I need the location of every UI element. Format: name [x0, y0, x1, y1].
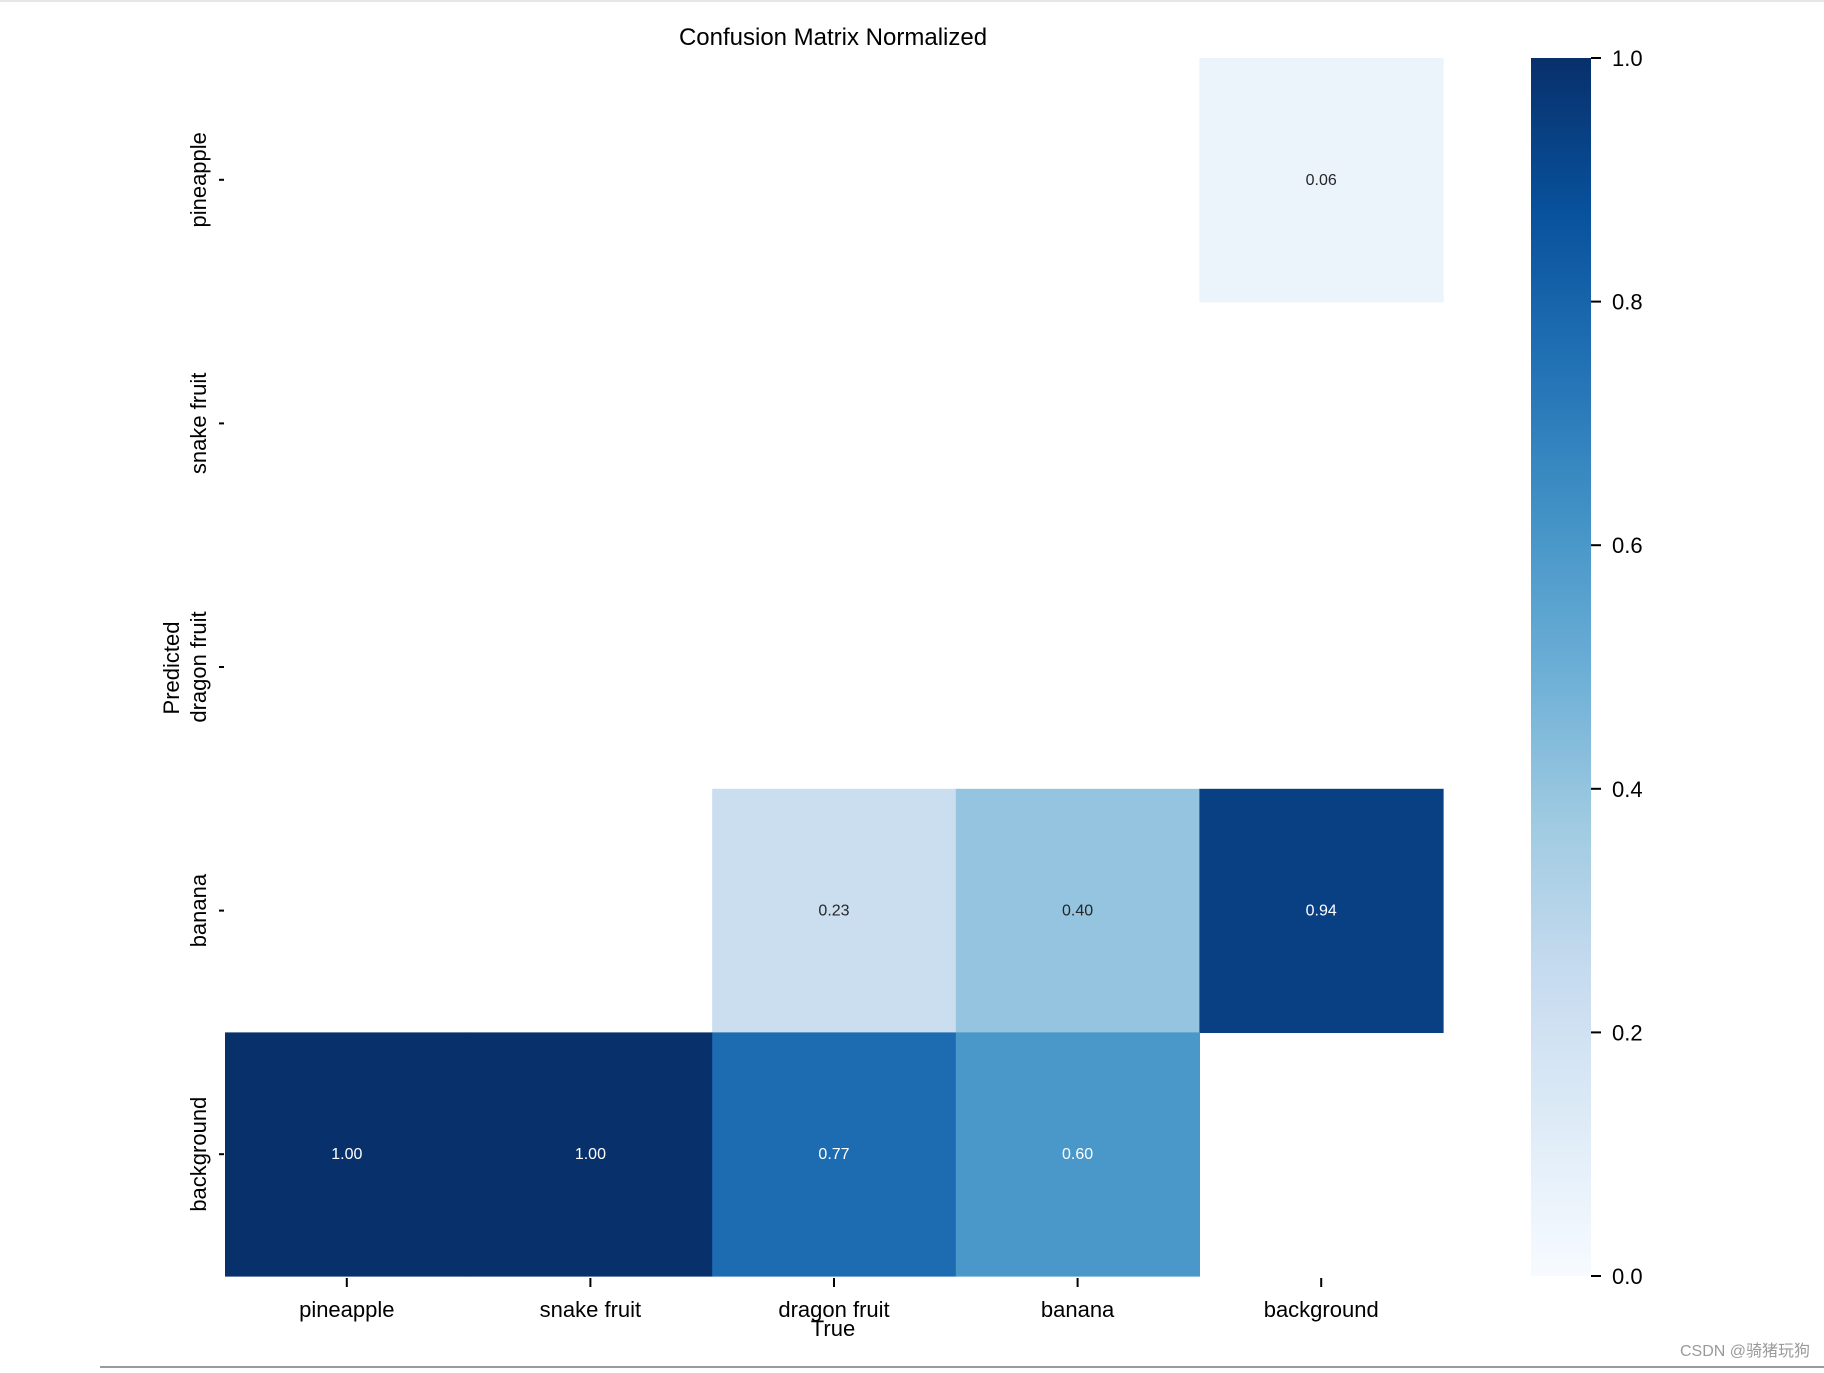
cell-value-label: 0.06 [1306, 172, 1337, 189]
y-tick-label: background [186, 1097, 211, 1212]
x-axis-label: True [811, 1316, 855, 1341]
cell-value-label: 0.23 [818, 903, 849, 920]
y-tick-label: snake fruit [186, 373, 211, 475]
cell-value-label: 0.94 [1306, 903, 1337, 920]
y-tick-label: dragon fruit [186, 611, 211, 722]
cell-value-label: 0.77 [818, 1146, 849, 1163]
colorbar-tick-label: 0.0 [1612, 1264, 1643, 1289]
heatmap-cell [468, 1032, 713, 1277]
y-axis-ticks: pineapple snake fruit dragon fruit banana ba… [186, 132, 224, 1212]
colorbar-tick-label: 0.6 [1612, 533, 1643, 558]
heatmap-cell [1199, 788, 1444, 1033]
heatmap-cell [712, 1032, 957, 1277]
colorbar [1531, 58, 1591, 1276]
colorbar-tick-label: 0.8 [1612, 290, 1643, 315]
watermark: CSDN @骑猪玩狗 [1680, 1342, 1810, 1360]
x-tick-label: banana [1041, 1297, 1115, 1322]
y-tick-label: banana [186, 873, 211, 947]
colorbar-tick-label: 0.2 [1612, 1020, 1643, 1045]
heatmap-cell [712, 788, 957, 1033]
heatmap-cell [1199, 58, 1444, 303]
cell-value-label: 1.00 [331, 1146, 362, 1163]
x-tick-label: dragon fruit [778, 1297, 889, 1322]
y-axis-label: Predicted [159, 622, 184, 715]
x-axis-ticks: pineapple snake fruit dragon fruit banana ba… [299, 1278, 1379, 1322]
cell-value-label: 0.60 [1062, 1146, 1093, 1163]
heatmap-annotations: 0.06 0.23 0.40 0.94 1.00 1.00 0.77 0.60 [331, 172, 1337, 1163]
x-tick-label: pineapple [299, 1297, 394, 1322]
colorbar-tick-label: 1.0 [1612, 46, 1643, 71]
x-tick-label: snake fruit [540, 1297, 642, 1322]
heatmap-cell [955, 1032, 1200, 1277]
colorbar-ticks: 0.0 0.2 0.4 0.6 0.8 1.0 [1591, 46, 1643, 1289]
chart-title: Confusion Matrix Normalized [679, 24, 987, 51]
x-tick-label: background [1264, 1297, 1379, 1322]
heatmap-cell [955, 788, 1200, 1033]
y-tick-label: pineapple [186, 132, 211, 227]
heatmap-cell [225, 1032, 470, 1277]
cell-value-label: 0.40 [1062, 903, 1093, 920]
heatmap-cells [225, 58, 1444, 1277]
cell-value-label: 1.00 [575, 1146, 606, 1163]
colorbar-tick-label: 0.4 [1612, 777, 1643, 802]
